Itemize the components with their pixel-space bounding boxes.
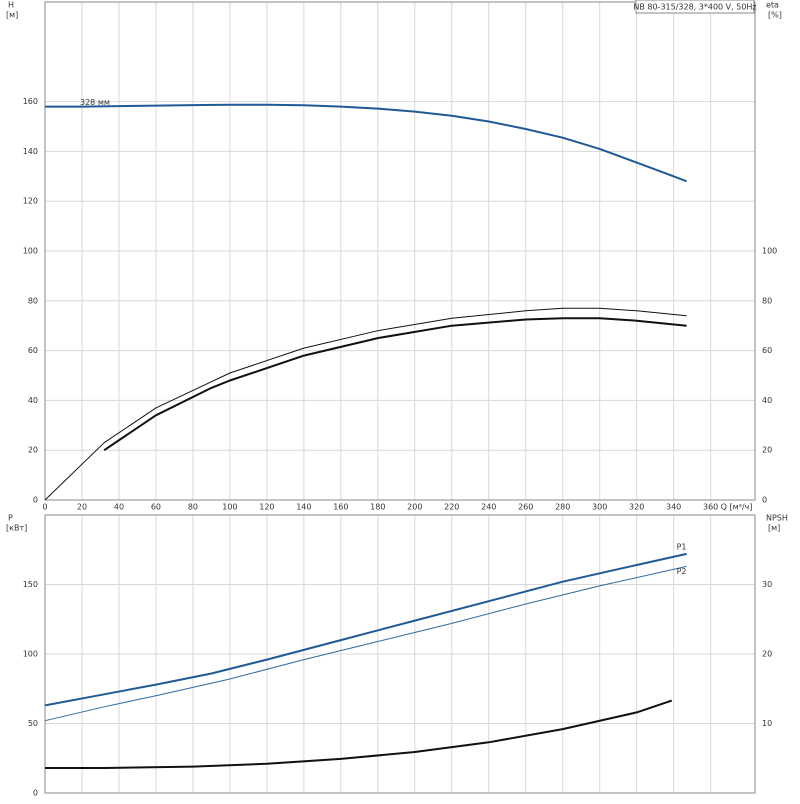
y-tick-label: 150	[23, 580, 38, 589]
y-tick-label: 0	[33, 496, 38, 505]
series-label: P1	[677, 542, 687, 551]
y2-tick-label: 0	[762, 496, 767, 505]
series-label: 328 мм	[80, 98, 110, 107]
y2-tick-label: 60	[762, 346, 772, 355]
series-line	[44, 307, 687, 501]
x-tick-label: 140	[296, 503, 311, 512]
plot-frame	[44, 514, 756, 794]
y-tick-label: 80	[28, 296, 38, 305]
x-tick-label: 320	[629, 503, 644, 512]
title-box	[635, 0, 755, 14]
y-tick-label: 0	[33, 789, 38, 798]
y2-axis-unit: [м]	[768, 524, 780, 533]
y-tick-label: 120	[23, 197, 38, 206]
y-tick-label: 100	[23, 247, 38, 256]
x-tick-label: 340	[666, 503, 681, 512]
x-axis-label: Q [м³/ч]	[721, 503, 753, 512]
x-tick-label: 260	[518, 503, 533, 512]
y2-tick-label: 100	[762, 247, 777, 256]
y-tick-label: 140	[23, 147, 38, 156]
x-tick-label: 200	[407, 503, 422, 512]
x-tick-label: 0	[42, 503, 47, 512]
y-axis-label: P	[8, 514, 13, 523]
x-tick-label: 220	[444, 503, 459, 512]
y2-tick-label: 10	[762, 719, 772, 728]
y2-axis-unit: [%]	[768, 11, 782, 20]
y-tick-label: 40	[28, 396, 38, 405]
x-tick-label: 360	[703, 503, 718, 512]
x-tick-label: 180	[370, 503, 385, 512]
series-line	[103, 317, 687, 452]
y2-tick-label: 20	[762, 650, 772, 659]
chart-title: NB 80-315/328, 3*400 V, 50Hz	[633, 3, 756, 12]
series-label: P2	[677, 567, 687, 576]
y2-axis-label: NPSH	[766, 514, 788, 523]
series-line	[45, 699, 673, 769]
y-axis-unit: [кВт]	[6, 524, 27, 533]
x-tick-label: 20	[77, 503, 87, 512]
y-axis-unit: [м]	[6, 11, 18, 20]
y2-tick-label: 30	[762, 580, 772, 589]
y-tick-label: 100	[23, 650, 38, 659]
y2-axis-label: eta	[766, 1, 779, 10]
series-line	[44, 552, 687, 707]
y-tick-label: 20	[28, 446, 38, 455]
x-tick-label: 300	[592, 503, 607, 512]
plot-frame	[44, 1, 756, 501]
x-tick-label: 240	[481, 503, 496, 512]
x-tick-label: 160	[333, 503, 348, 512]
y-tick-label: 160	[23, 97, 38, 106]
y-tick-label: 60	[28, 346, 38, 355]
y-axis-label: H	[8, 1, 14, 10]
series-line	[44, 565, 687, 722]
y-tick-label: 50	[28, 719, 38, 728]
x-tick-label: 60	[151, 503, 161, 512]
x-tick-label: 40	[114, 503, 124, 512]
x-tick-label: 100	[222, 503, 237, 512]
y2-tick-label: 80	[762, 296, 772, 305]
y2-tick-label: 40	[762, 396, 772, 405]
series-line	[45, 103, 687, 183]
y2-tick-label: 20	[762, 446, 772, 455]
x-tick-label: 120	[259, 503, 274, 512]
x-tick-label: 280	[555, 503, 570, 512]
x-tick-label: 80	[188, 503, 198, 512]
